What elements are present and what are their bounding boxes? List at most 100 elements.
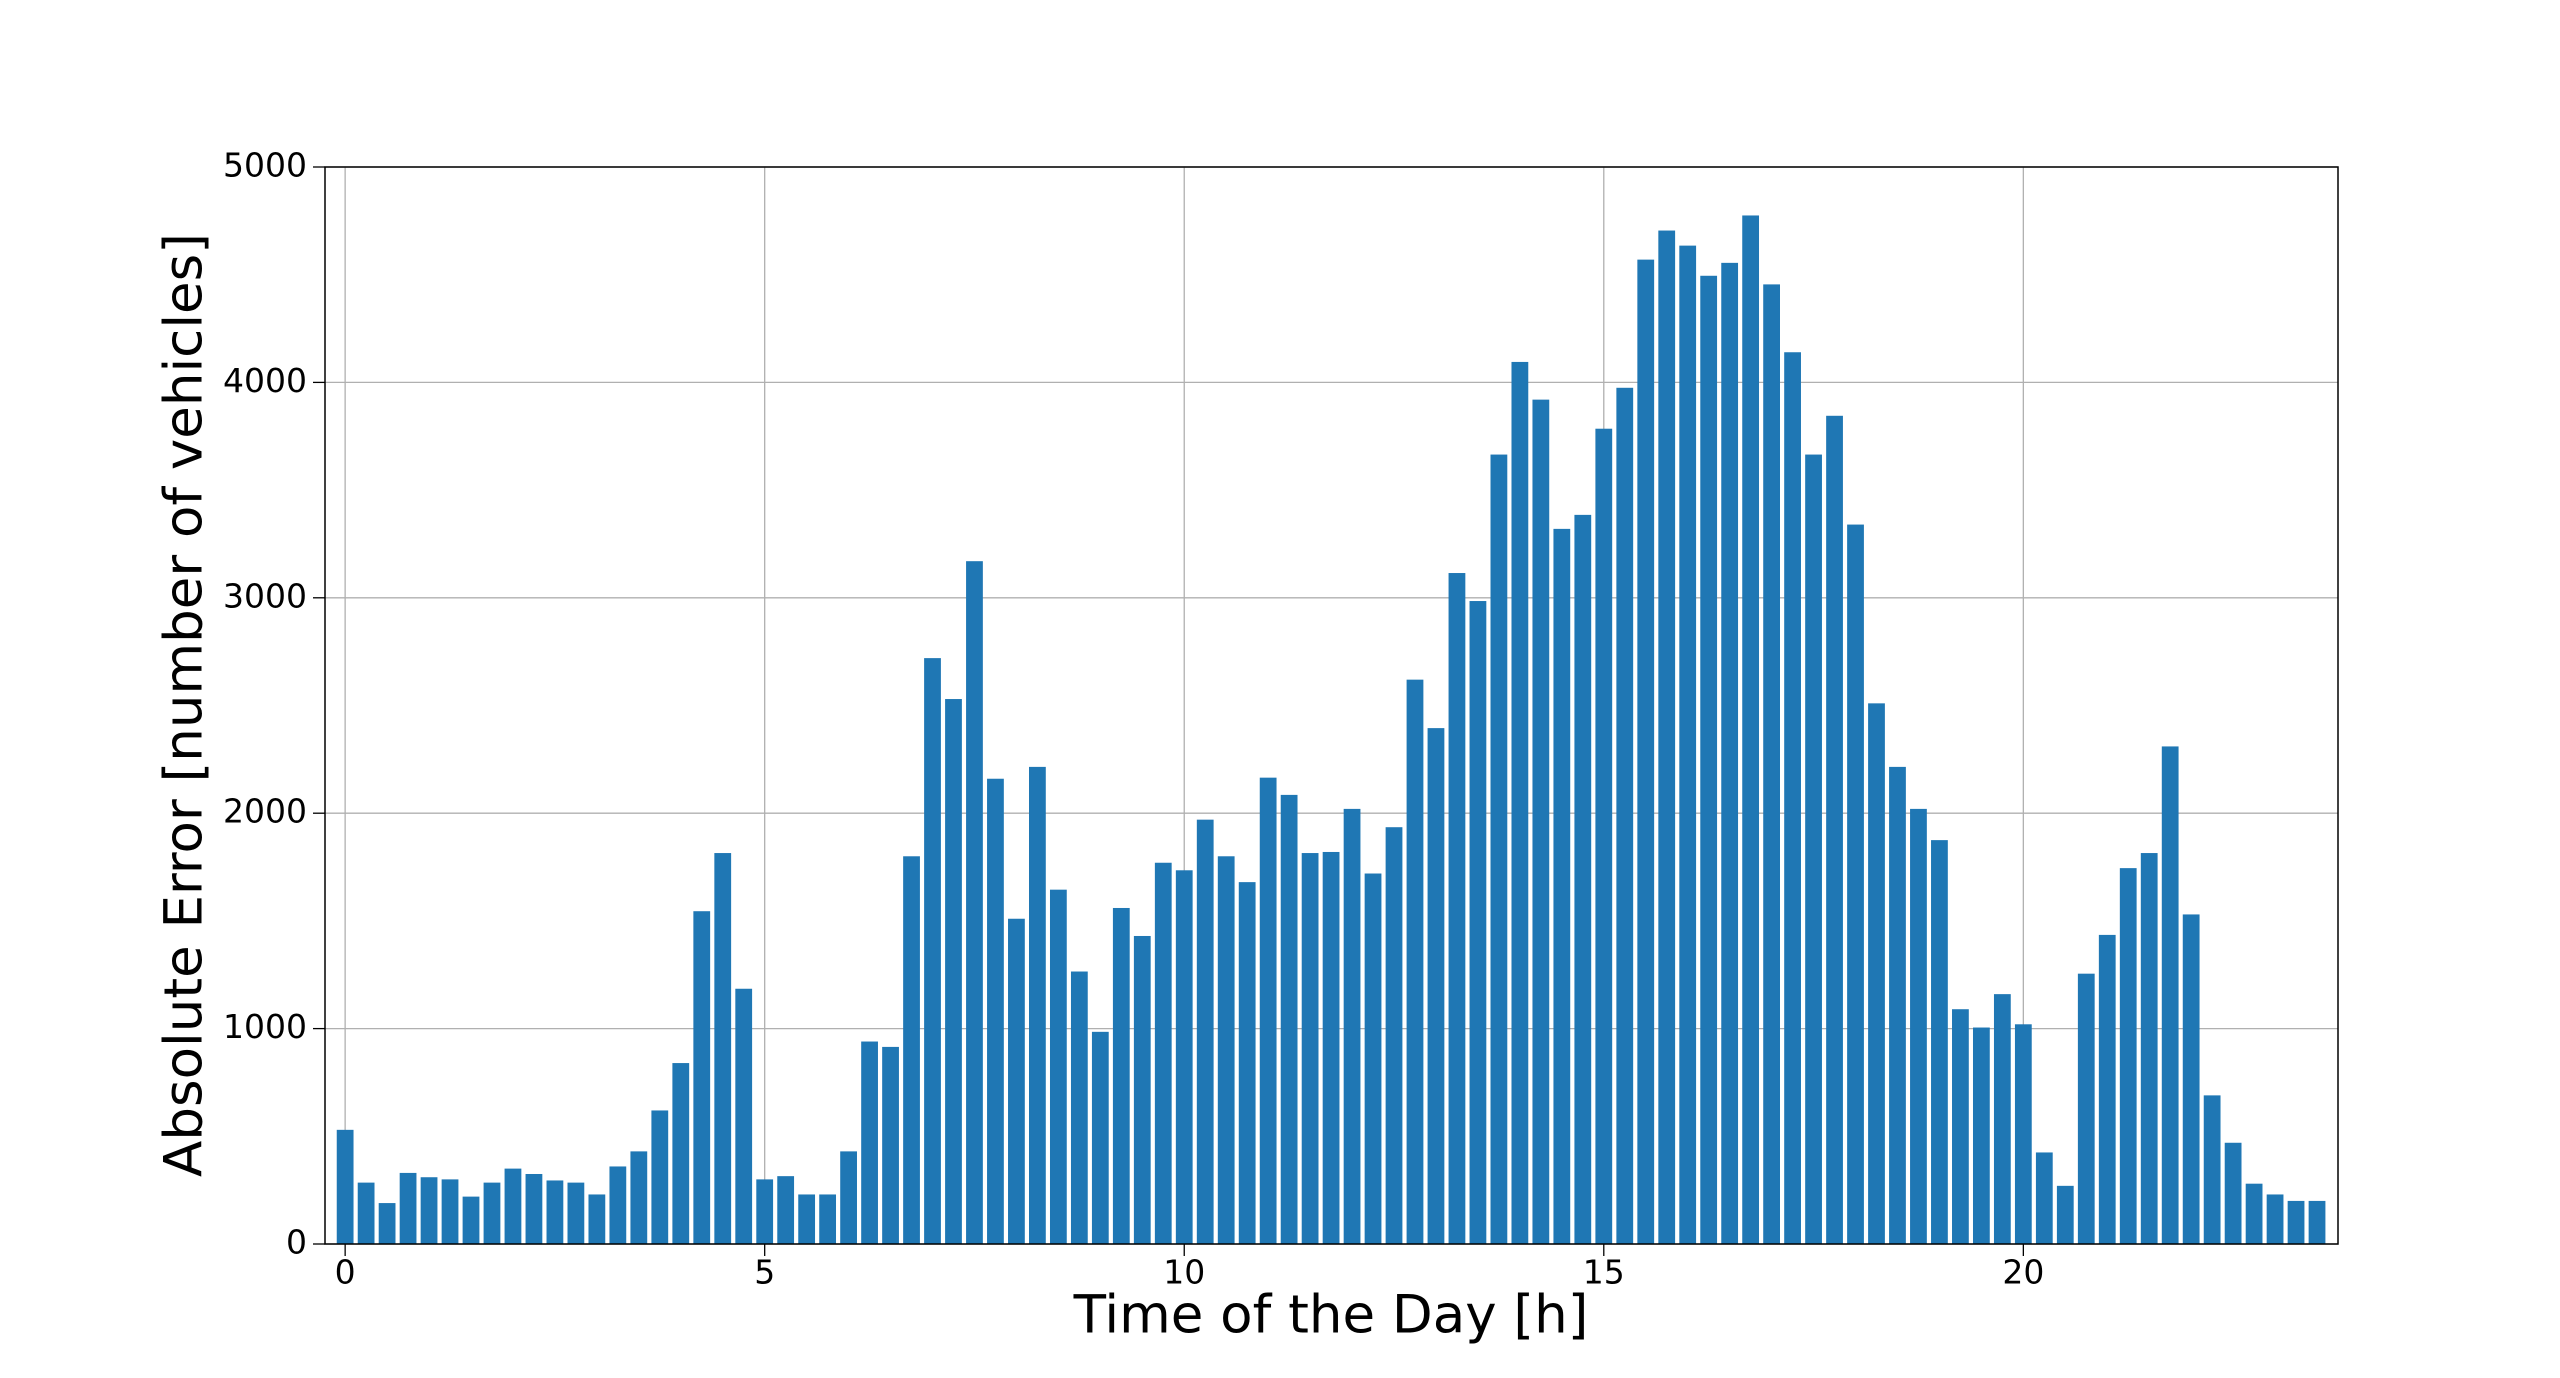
bar (1385, 827, 1403, 1244)
bar (1805, 454, 1822, 1245)
bar (357, 1182, 375, 1244)
y-tick-label: 3000 (223, 576, 307, 615)
bar (2182, 914, 2200, 1244)
bar (1154, 862, 1172, 1244)
bar (2245, 1183, 2263, 1244)
x-tick-label: 5 (754, 1253, 775, 1292)
bar (2035, 1152, 2053, 1244)
bar (2014, 1024, 2032, 1244)
bar (1406, 679, 1424, 1244)
bar (1112, 907, 1130, 1244)
x-tick-label: 0 (335, 1253, 356, 1292)
bar (1931, 840, 1948, 1244)
bar (1238, 882, 1256, 1244)
bar (1553, 528, 1571, 1244)
bar (819, 1194, 837, 1244)
bar (2119, 868, 2137, 1244)
bar (420, 1177, 438, 1244)
bar (1574, 514, 1592, 1244)
bar (1511, 361, 1529, 1244)
bar (525, 1173, 543, 1244)
y-tick-label: 0 (286, 1223, 307, 1262)
y-tick-label: 5000 (223, 146, 307, 185)
bar (840, 1151, 857, 1244)
bar (588, 1194, 606, 1244)
bar (1763, 284, 1780, 1244)
bar (1008, 918, 1025, 1244)
bar (399, 1172, 417, 1244)
bar (1972, 1027, 1990, 1244)
bar (1721, 262, 1739, 1244)
bar (945, 699, 962, 1244)
plot-frame (324, 166, 2339, 1245)
bar (798, 1194, 816, 1244)
bar (1301, 853, 1319, 1244)
bar (966, 561, 983, 1244)
bar (378, 1203, 396, 1244)
bar (1049, 889, 1067, 1244)
y-tick-label: 1000 (223, 1007, 307, 1046)
bar (1910, 808, 1927, 1244)
bar (903, 856, 920, 1244)
bar (1637, 259, 1655, 1244)
bar (861, 1041, 878, 1244)
bar (1742, 215, 1760, 1245)
bar (2224, 1142, 2242, 1244)
bar (1175, 870, 1193, 1244)
y-tick-label: 2000 (223, 792, 307, 831)
bar (987, 778, 1004, 1244)
bar (2056, 1185, 2074, 1244)
x-axis-label: Time of the Day [h] (1073, 1285, 1589, 1346)
bar (1091, 1031, 1109, 1244)
bar (567, 1182, 585, 1244)
bar (1595, 428, 1613, 1244)
bar (1280, 794, 1298, 1244)
bar (1826, 415, 1843, 1244)
bar (1490, 454, 1508, 1245)
bar (1217, 856, 1235, 1244)
bar (1070, 971, 1088, 1244)
bar (336, 1129, 354, 1244)
bar (693, 911, 711, 1244)
bar (1700, 275, 1718, 1245)
x-tick-label: 10 (1163, 1253, 1205, 1292)
x-tick-label: 20 (2002, 1253, 2044, 1292)
bar (2140, 853, 2158, 1244)
bar (1322, 851, 1340, 1244)
bar (1679, 245, 1697, 1245)
bar (609, 1166, 627, 1244)
bar (1616, 387, 1634, 1244)
bar (1784, 352, 1801, 1244)
bar (462, 1196, 480, 1244)
bar (1889, 766, 1906, 1244)
bar (714, 853, 732, 1244)
bar (1029, 766, 1046, 1244)
bar (735, 988, 753, 1244)
bar (924, 658, 941, 1244)
bar (546, 1180, 564, 1244)
bar (2308, 1200, 2326, 1244)
bar (777, 1176, 795, 1244)
bar (651, 1110, 669, 1244)
bar (2203, 1095, 2221, 1244)
y-axis-label: Absolute Error [number of vehicles] (154, 233, 215, 1177)
bar (441, 1179, 459, 1244)
bar (882, 1046, 899, 1244)
bar (2077, 973, 2095, 1244)
bar (1133, 935, 1151, 1244)
bar (1427, 728, 1445, 1244)
bar (1993, 994, 2011, 1244)
bar (1847, 524, 1864, 1244)
bar (1196, 819, 1214, 1244)
bar (2266, 1194, 2284, 1244)
x-tick-label: 15 (1583, 1253, 1625, 1292)
bar (1364, 873, 1382, 1244)
bar (756, 1179, 774, 1244)
bar (504, 1168, 522, 1244)
bar (1448, 573, 1466, 1244)
bar (1469, 601, 1487, 1244)
bar (630, 1151, 648, 1244)
y-tick-label: 4000 (223, 361, 307, 400)
bar (2287, 1200, 2305, 1244)
